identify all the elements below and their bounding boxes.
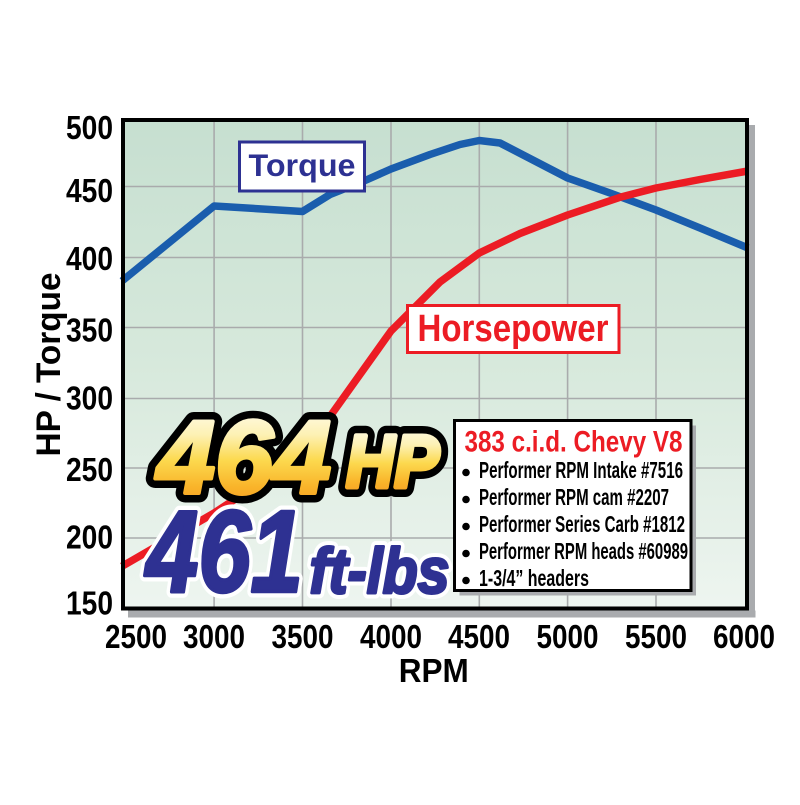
svg-text:3000: 3000 <box>183 618 245 655</box>
svg-text:RPM: RPM <box>399 652 469 689</box>
svg-text:4500: 4500 <box>448 618 510 655</box>
svg-text:2500: 2500 <box>105 618 167 655</box>
svg-text:HP: HP <box>346 420 440 503</box>
svg-text:250: 250 <box>66 451 113 488</box>
svg-text:Performer RPM cam #2207: Performer RPM cam #2207 <box>479 484 669 510</box>
svg-text:300: 300 <box>66 379 113 416</box>
svg-text:Performer Series Carb #1812: Performer Series Carb #1812 <box>479 511 685 537</box>
svg-text:HP: HP <box>346 420 440 503</box>
svg-text:Performer RPM heads #60989: Performer RPM heads #60989 <box>479 538 688 564</box>
svg-text:383 c.i.d. Chevy V8: 383 c.i.d. Chevy V8 <box>465 426 683 459</box>
svg-text:5500: 5500 <box>625 618 687 655</box>
svg-text:Performer RPM Intake #7516: Performer RPM Intake #7516 <box>479 457 683 483</box>
svg-text:464: 464 <box>155 400 331 516</box>
svg-text:1-3/4” headers: 1-3/4” headers <box>479 565 589 591</box>
svg-text:ft-lbs: ft-lbs <box>310 535 450 607</box>
svg-text:461: 461 <box>144 487 303 617</box>
svg-text:3500: 3500 <box>272 618 334 655</box>
svg-text:HP / Torque: HP / Torque <box>30 273 68 457</box>
svg-text:150: 150 <box>66 585 113 622</box>
svg-text:400: 400 <box>66 240 113 277</box>
svg-text:Torque: Torque <box>249 147 356 183</box>
svg-text:500: 500 <box>66 109 113 146</box>
svg-text:200: 200 <box>66 519 113 556</box>
svg-text:4000: 4000 <box>360 618 422 655</box>
svg-text:ft-lbs: ft-lbs <box>310 535 450 607</box>
svg-text:350: 350 <box>66 312 113 349</box>
svg-text:6000: 6000 <box>713 618 775 655</box>
svg-text:Horsepower: Horsepower <box>418 308 609 350</box>
svg-text:464: 464 <box>155 400 331 516</box>
svg-text:450: 450 <box>66 172 113 209</box>
svg-text:5000: 5000 <box>537 618 599 655</box>
svg-text:461: 461 <box>144 487 303 617</box>
